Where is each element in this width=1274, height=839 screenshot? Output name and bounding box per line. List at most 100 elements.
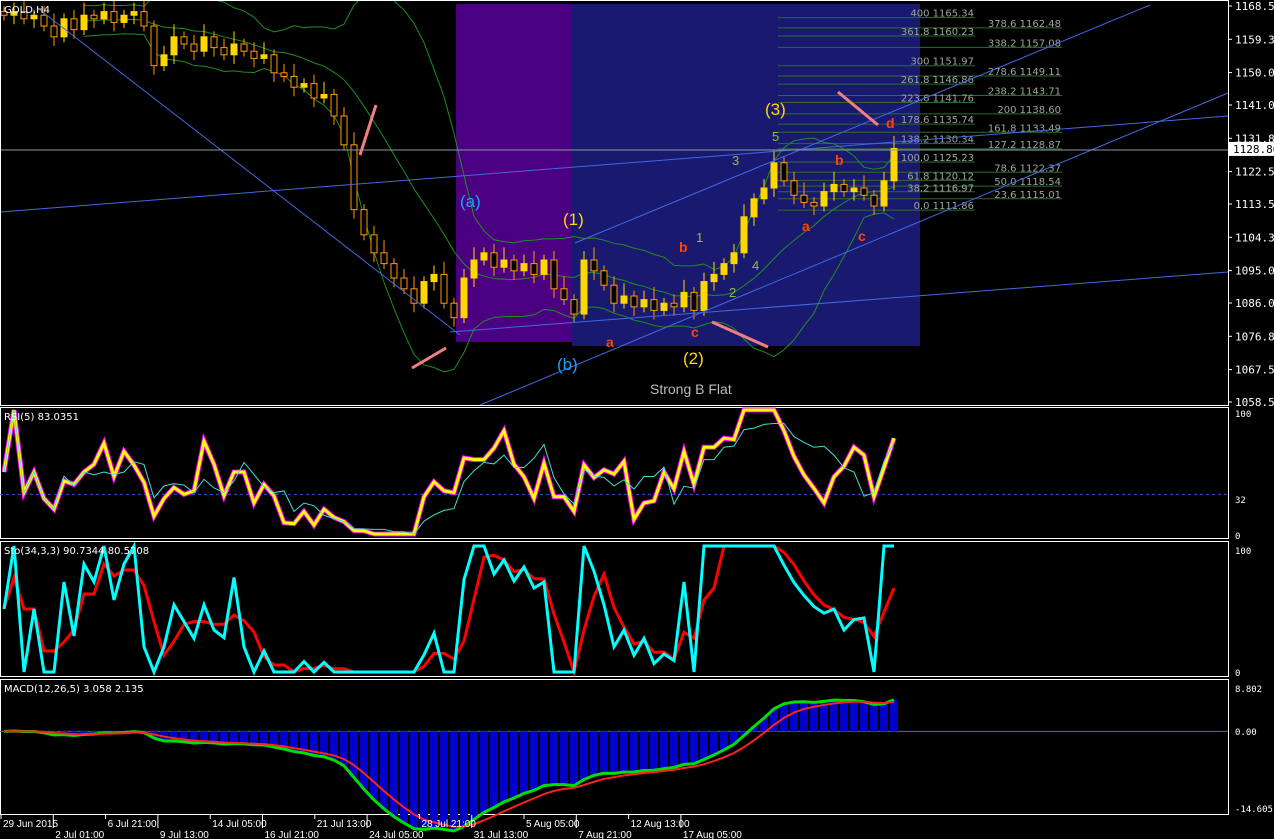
fib-level-label: 378.6 1162.48	[988, 19, 1061, 30]
macd-histogram-bar	[710, 731, 718, 755]
candle-body	[370, 234, 378, 254]
candle-body	[250, 50, 258, 59]
wave-letter: b	[835, 152, 844, 168]
trendline[interactable]	[574, 4, 1151, 244]
price-tick-label: 1067.56	[1235, 364, 1274, 377]
wave-label-2: (2)	[683, 349, 704, 368]
macd-histogram-bar	[410, 731, 418, 829]
candle-body	[690, 291, 698, 311]
candle-body	[870, 194, 878, 207]
candle-body	[170, 36, 178, 56]
macd-histogram-bar	[630, 731, 638, 772]
current-price-badge	[1229, 141, 1274, 156]
macd-histogram-bar	[320, 731, 328, 757]
macd-histogram-bar	[550, 731, 558, 785]
candle-body	[740, 216, 748, 254]
rsi-signal-line	[3, 409, 895, 535]
macd-histogram-bar	[860, 701, 868, 732]
stoch-label: Sto(34,3,3) 90.7344 80.5708	[4, 546, 149, 557]
macd-histogram-bar	[80, 731, 88, 735]
macd-histogram-bar	[870, 704, 878, 732]
candle-body	[660, 302, 668, 311]
candle-body	[720, 263, 728, 275]
macd-histogram-bar	[470, 731, 478, 820]
trendline[interactable]	[0, 115, 1229, 213]
macd-histogram-bar	[180, 731, 188, 742]
macd-histogram-bar	[530, 731, 538, 791]
macd-histogram-bar	[620, 731, 628, 773]
candle-body	[820, 191, 828, 207]
macd-histogram-bar	[330, 731, 338, 761]
macd-histogram-bar	[290, 731, 298, 752]
candle-body	[420, 281, 428, 304]
time-tick-label: 17 Aug 05:00	[683, 830, 742, 839]
current-price-label: 1128.86	[1233, 143, 1274, 156]
rsi-tick-label: 32	[1235, 496, 1246, 506]
time-tick-label: 2 Jul 01:00	[55, 830, 104, 839]
macd-histogram-bar	[490, 731, 498, 808]
price-tick-label: 1058.56	[1235, 396, 1274, 409]
macd-histogram-bar	[580, 731, 588, 780]
macd-histogram-bar	[260, 731, 268, 745]
macd-histogram-bar	[210, 731, 218, 743]
macd-histogram-bar	[680, 731, 688, 765]
time-tick-label: 7 Aug 21:00	[578, 830, 632, 839]
fib-level-label: 0.0 1111.86	[914, 201, 974, 212]
price-tick-label: 1141.06	[1235, 99, 1274, 112]
macd-histogram-bar	[440, 731, 448, 830]
macd-histogram-bar	[850, 700, 858, 732]
fib-level-label: 61.8 1120.12	[907, 171, 974, 182]
candle-body	[670, 302, 678, 308]
macd-panel-border	[0, 679, 1229, 815]
macd-histogram-bar	[520, 731, 528, 794]
wave-letter: b	[679, 239, 688, 255]
price-tick-label: 1113.56	[1235, 198, 1274, 211]
time-tick-label: 16 Jul 21:00	[265, 830, 320, 839]
candle-body	[510, 259, 518, 272]
candle-body	[890, 147, 898, 182]
candle-body	[480, 252, 488, 261]
candle-body	[560, 288, 568, 301]
candle-body	[120, 14, 128, 23]
candle-body	[430, 273, 438, 283]
macd-histogram-bar	[400, 731, 408, 824]
macd-histogram-bar	[300, 731, 308, 753]
symbol-label: GOLD,H4	[4, 5, 50, 16]
navy-zone	[572, 4, 920, 346]
fib-level-label: 278.6 1149.11	[988, 67, 1061, 78]
candle-body	[470, 259, 478, 279]
trendline[interactable]	[39, 9, 461, 336]
main-panel-border	[0, 0, 1229, 406]
trendline[interactable]	[449, 271, 1229, 333]
price-tick-label: 1095.06	[1235, 265, 1274, 278]
macd-histogram-bar	[230, 731, 238, 744]
candle-body	[20, 11, 28, 20]
wave-label-3: (3)	[765, 100, 786, 119]
time-tick-label: 28 Jul 21:00	[421, 819, 476, 830]
time-tick-label: 31 Jul 13:00	[474, 830, 529, 839]
candle-body	[50, 25, 58, 38]
candle-body	[750, 198, 758, 218]
candle-body	[360, 209, 368, 236]
band-lower	[83, 33, 895, 373]
trendline[interactable]	[479, 92, 1229, 406]
macd-histogram-bar	[480, 731, 488, 813]
macd-tick-label: 8.802	[1235, 685, 1262, 695]
candle-body	[270, 54, 278, 74]
candle-body	[770, 162, 778, 189]
macd-histogram-bar	[670, 731, 678, 768]
candle-body	[240, 43, 248, 52]
price-tick-label: 1168.56	[1235, 0, 1274, 13]
fib-level-label: 161.8 1133.49	[988, 123, 1061, 134]
candle-body	[160, 54, 168, 67]
macd-histogram-bar	[430, 731, 438, 829]
macd-histogram-bar	[460, 731, 468, 827]
pattern-note: Strong B Flat	[650, 381, 732, 397]
candle-body	[860, 187, 868, 196]
macd-histogram-bar	[730, 731, 738, 745]
candle-body	[650, 299, 658, 311]
candle-body	[10, 11, 18, 16]
candle-body	[700, 281, 708, 311]
candle-body	[540, 259, 548, 275]
